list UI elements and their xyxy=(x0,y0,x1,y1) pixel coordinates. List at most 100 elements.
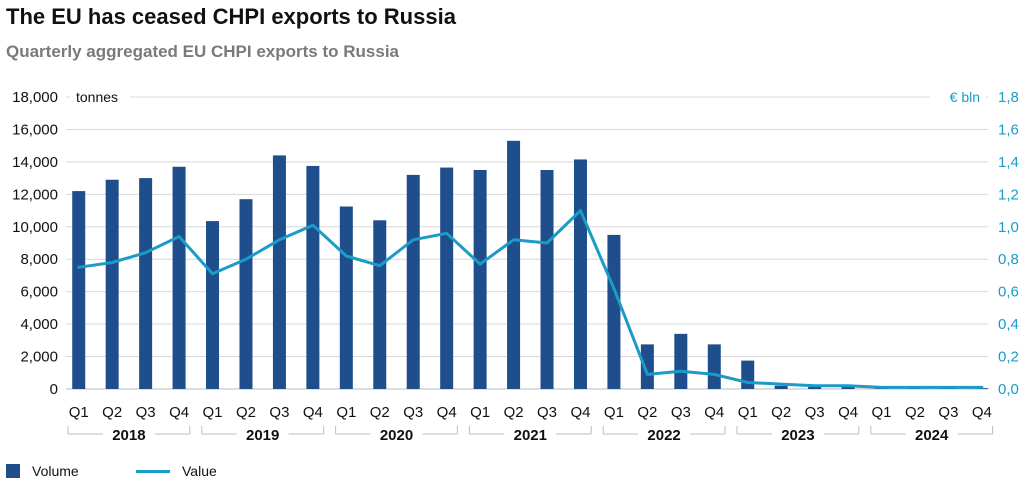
y-right-tick-label: 1,6 xyxy=(998,121,1019,138)
bar-volume xyxy=(440,167,454,389)
x-tick-label: Q4 xyxy=(704,404,724,421)
x-tick-label: Q3 xyxy=(805,404,825,421)
legend-swatch-volume xyxy=(6,464,20,478)
bar-volume xyxy=(272,155,286,389)
bar-volume xyxy=(808,386,822,389)
bar-volume xyxy=(841,386,855,389)
y-right-label-bg xyxy=(930,88,986,106)
bar-volume xyxy=(473,170,487,389)
x-tick-label: Q4 xyxy=(437,404,457,421)
year-label: 2020 xyxy=(380,427,413,444)
x-tick-label: Q4 xyxy=(838,404,858,421)
x-tick-label: Q3 xyxy=(403,404,423,421)
y-left-tick-label: 10,000 xyxy=(12,219,58,236)
y-right-tick-label: 1,8 xyxy=(998,89,1019,106)
bar-volume xyxy=(306,165,320,389)
year-label: 2021 xyxy=(514,427,547,444)
x-tick-label: Q2 xyxy=(504,404,524,421)
x-tick-label: Q1 xyxy=(470,404,490,421)
year-label: 2023 xyxy=(781,427,814,444)
bar-volume xyxy=(741,360,755,389)
legend-label-volume: Volume xyxy=(32,463,79,479)
bar-volume xyxy=(239,199,253,389)
year-label-bg xyxy=(638,425,691,443)
bar-volume xyxy=(406,174,420,389)
x-tick-label: Q2 xyxy=(905,404,925,421)
y-right-tick-label: 1,4 xyxy=(998,154,1019,171)
bar-volume xyxy=(507,140,521,389)
line-value xyxy=(77,209,984,389)
x-tick-label: Q3 xyxy=(537,404,557,421)
legend-swatch-value xyxy=(136,469,170,473)
x-tick-label: Q1 xyxy=(69,404,89,421)
x-tick-label: Q1 xyxy=(203,404,223,421)
y-left-tick-label: 14,000 xyxy=(12,154,58,171)
y-right-tick-label: 0,4 xyxy=(998,316,1019,333)
bar-volume xyxy=(373,220,387,389)
x-tick-label: Q3 xyxy=(269,404,289,421)
bar-volume xyxy=(339,206,353,389)
bar-volume xyxy=(172,166,186,389)
bar-volume xyxy=(573,159,587,389)
x-tick-label: Q2 xyxy=(236,404,256,421)
x-tick-label: Q1 xyxy=(872,404,892,421)
bar-volume xyxy=(774,385,788,389)
x-tick-label: Q2 xyxy=(102,404,122,421)
x-tick-label: Q1 xyxy=(738,404,758,421)
year-label-bg xyxy=(236,425,289,443)
year-label-bg xyxy=(905,425,958,443)
x-tick-label: Q2 xyxy=(637,404,657,421)
y-left-tick-label: 0 xyxy=(50,381,58,398)
chart-title: The EU has ceased CHPI exports to Russia xyxy=(6,4,456,29)
y-left-tick-label: 12,000 xyxy=(12,186,58,203)
y-left-tick-label: 16,000 xyxy=(12,121,58,138)
year-label: 2022 xyxy=(647,427,680,444)
bar-volume xyxy=(707,344,721,389)
year-label-bg xyxy=(771,425,824,443)
x-tick-label: Q4 xyxy=(570,404,590,421)
y-left-axis-label: tonnes xyxy=(76,89,118,105)
x-tick-label: Q2 xyxy=(370,404,390,421)
y-right-tick-label: 0,0 xyxy=(998,381,1019,398)
x-tick-label: Q1 xyxy=(336,404,356,421)
x-tick-label: Q2 xyxy=(771,404,791,421)
y-right-axis-label: € bln xyxy=(950,89,980,105)
bar-volume xyxy=(607,234,621,389)
legend-item-volume: Volume xyxy=(6,463,79,479)
year-label-bg xyxy=(370,425,423,443)
bar-volume xyxy=(139,178,153,389)
y-left-label-bg xyxy=(70,88,130,106)
y-left-tick-label: 18,000 xyxy=(12,89,58,106)
y-right-tick-label: 1,2 xyxy=(998,186,1019,203)
legend-label-value: Value xyxy=(182,463,217,479)
y-right-tick-label: 0,6 xyxy=(998,284,1019,301)
y-right-tick-label: 1,0 xyxy=(998,219,1019,236)
y-right-tick-label: 0,2 xyxy=(998,349,1019,366)
y-left-tick-label: 6,000 xyxy=(20,284,58,301)
bar-volume xyxy=(72,191,86,389)
year-label: 2019 xyxy=(246,427,279,444)
bar-volume xyxy=(640,344,654,389)
legend-item-value: Value xyxy=(136,463,217,479)
x-tick-label: Q4 xyxy=(972,404,992,421)
x-tick-label: Q3 xyxy=(671,404,691,421)
y-left-tick-label: 8,000 xyxy=(20,251,58,268)
year-label-bg xyxy=(102,425,155,443)
y-right-tick-label: 0,8 xyxy=(998,251,1019,268)
bar-volume xyxy=(206,221,220,389)
bar-volume xyxy=(540,170,554,389)
x-tick-label: Q3 xyxy=(136,404,156,421)
x-tick-label: Q1 xyxy=(604,404,624,421)
bar-volume xyxy=(105,179,119,389)
chart-subtitle: Quarterly aggregated EU CHPI exports to … xyxy=(6,42,399,61)
x-tick-label: Q4 xyxy=(169,404,189,421)
year-label: 2018 xyxy=(112,427,145,444)
bar-volume xyxy=(674,333,688,389)
y-left-tick-label: 4,000 xyxy=(20,316,58,333)
y-left-tick-label: 2,000 xyxy=(20,349,58,366)
year-label-bg xyxy=(504,425,557,443)
x-tick-label: Q3 xyxy=(938,404,958,421)
year-label: 2024 xyxy=(915,427,949,444)
